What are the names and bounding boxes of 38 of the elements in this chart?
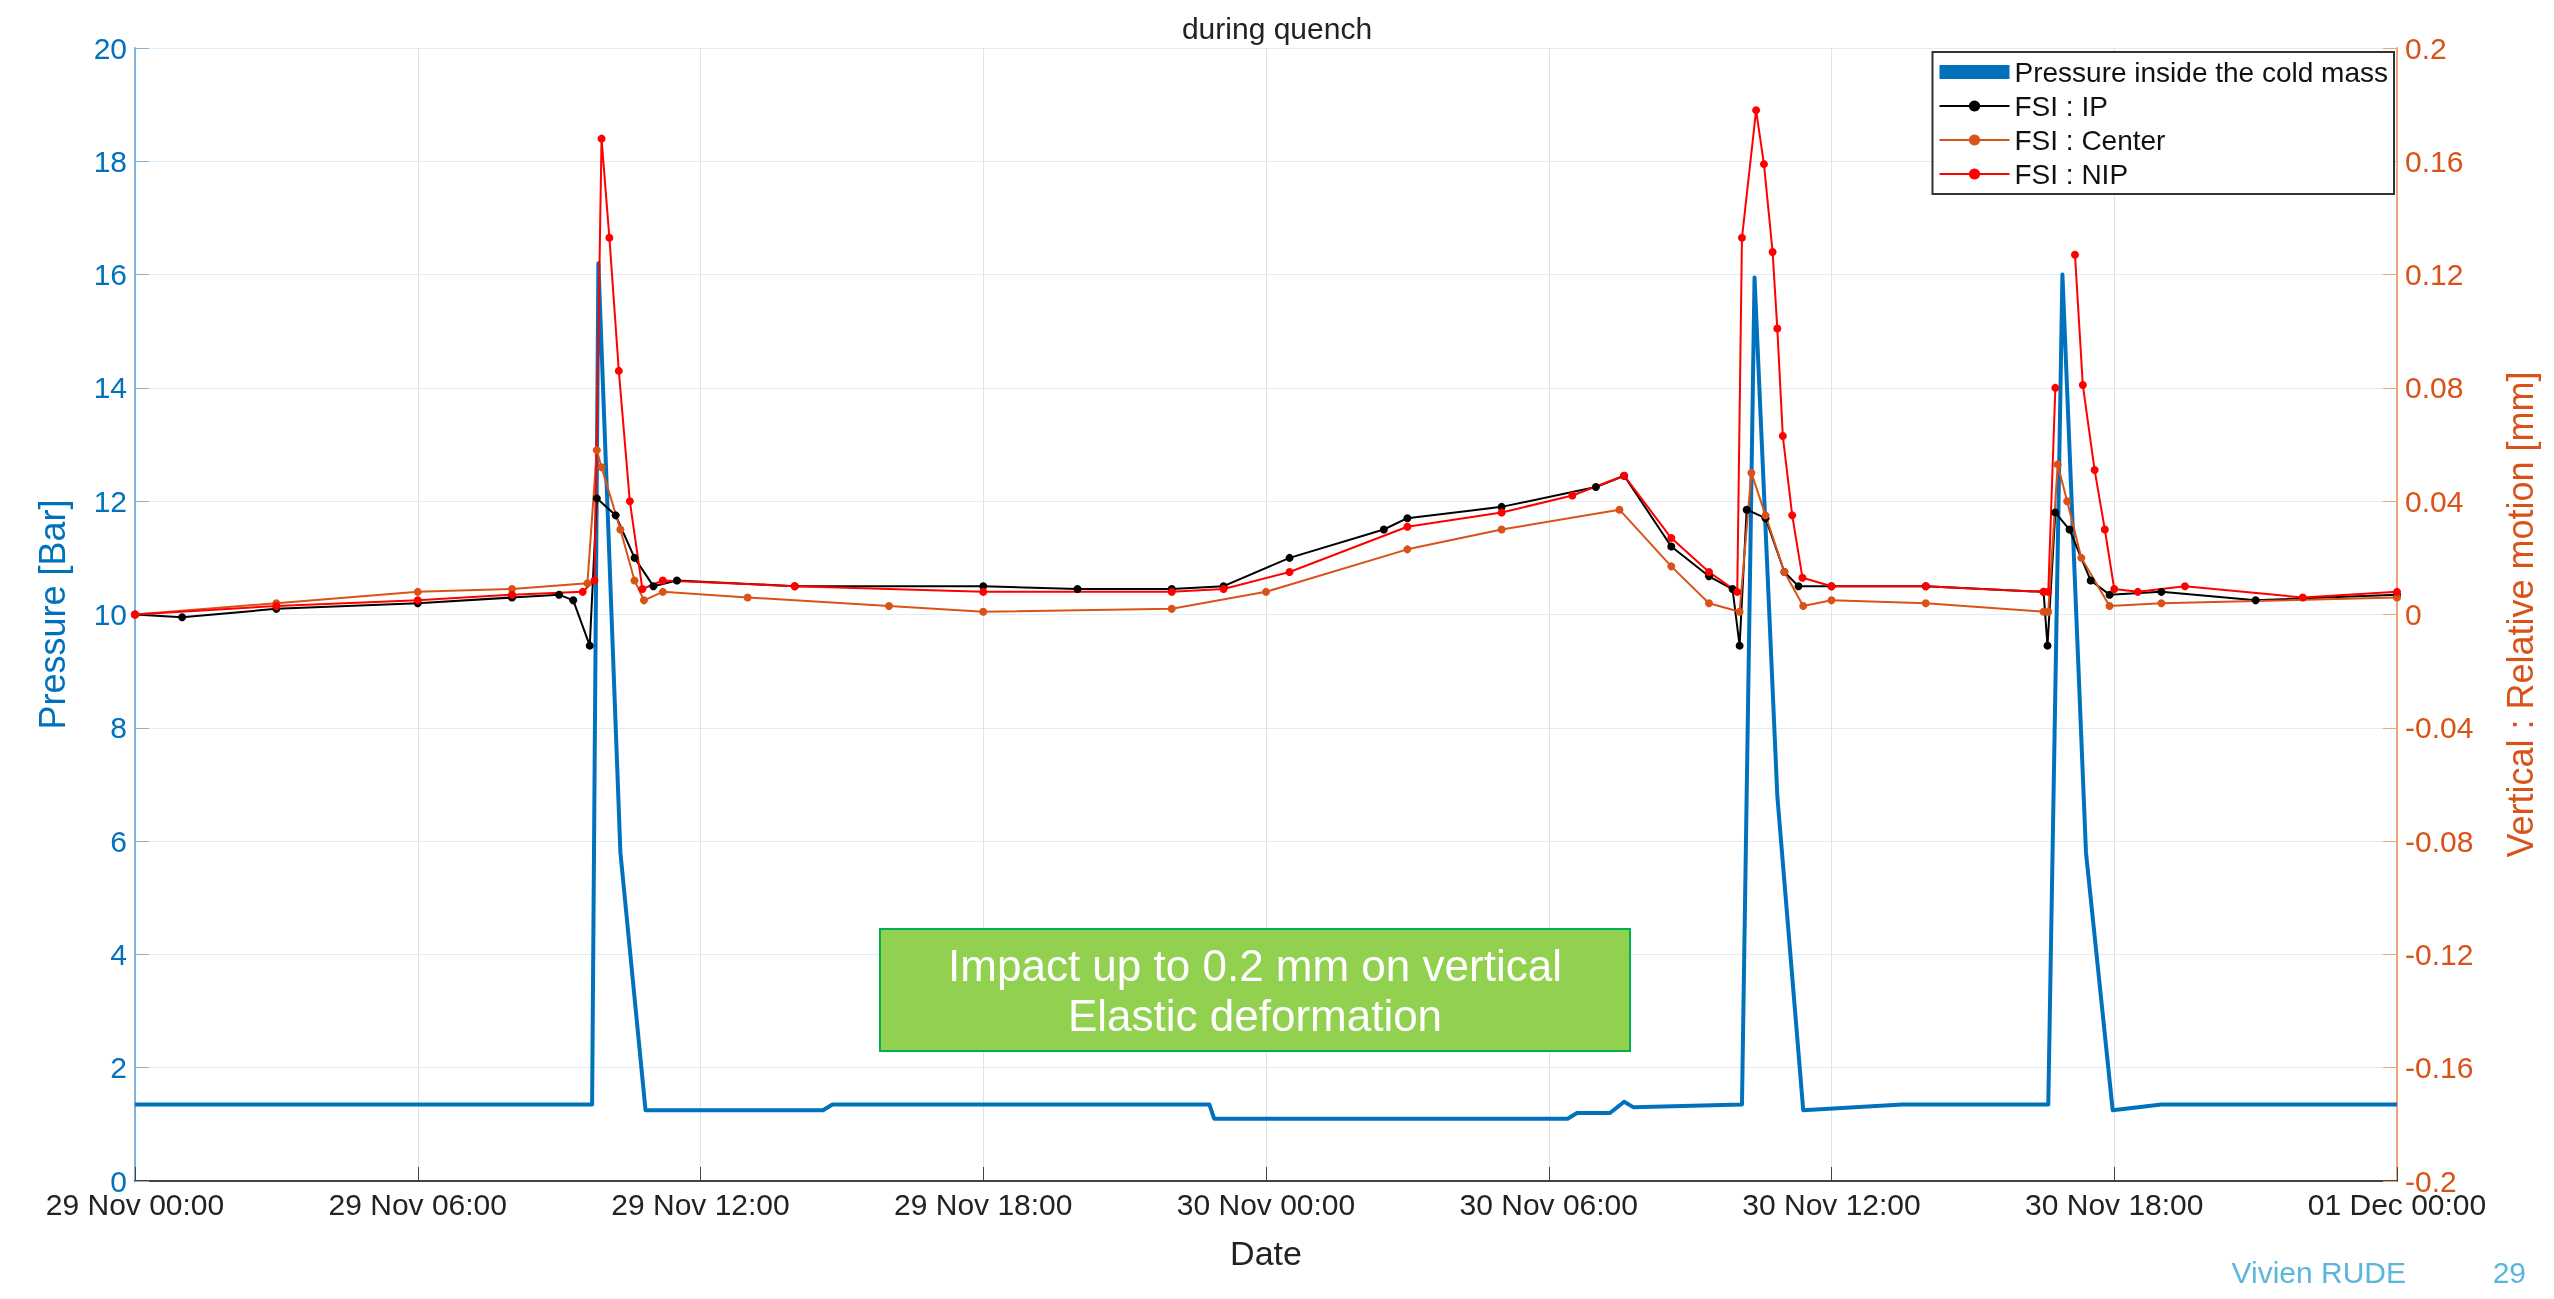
x-tick-label: 30 Nov 06:00 (1459, 1187, 1638, 1221)
y2-tick-label: -0.04 (2405, 711, 2474, 745)
y-tick-label: 2 (110, 1051, 127, 1085)
y-tick-label: 16 (93, 258, 127, 292)
text: Vivien RUDE (2231, 1255, 2407, 1289)
y-tick-label: 20 (93, 31, 127, 65)
y2-tick-label: 0.2 (2405, 31, 2447, 65)
x-tick-label: 29 Nov 06:00 (328, 1187, 507, 1221)
legend-label: FSI : NIP (2014, 158, 2129, 190)
y-tick-label: 12 (93, 484, 127, 518)
y-tick-label: 14 (93, 371, 127, 405)
y2-tick-label: 0 (2405, 598, 2422, 631)
y2-tick-label: 0.16 (2405, 144, 2464, 178)
chart-title: during quench (1181, 11, 1373, 45)
y-tick-label: 4 (110, 937, 127, 971)
y-tick-label: 18 (93, 144, 127, 178)
y2-tick-label: 0.04 (2405, 484, 2464, 518)
x-tick-label: 30 Nov 12:00 (1742, 1187, 1921, 1221)
text: 29 (2492, 1255, 2527, 1289)
x-tick-label: 30 Nov 00:00 (1176, 1187, 1356, 1221)
x-tick-label: 29 Nov 18:00 (894, 1187, 1073, 1221)
legend-label: FSI : IP (2014, 90, 2108, 122)
y-tick-label: 6 (110, 824, 127, 858)
y2-tick-label: -0.12 (2405, 937, 2474, 971)
x-axis-title: Date (1230, 1234, 1302, 1272)
y-tick-label: 8 (110, 711, 127, 745)
y2-tick-label: -0.08 (2405, 824, 2474, 858)
y-tick-label: 10 (93, 598, 127, 631)
annotation: Impact up to 0.2 mm on vertical Elastic deformation (948, 940, 1562, 1040)
y2-tick-label: -0.16 (2405, 1051, 2474, 1085)
y2-axis-title: Vertical : Relative motion [mm] (2499, 371, 2541, 858)
x-tick-label: 30 Nov 18:00 (2025, 1187, 2204, 1221)
y2-tick-label: 0.12 (2405, 258, 2464, 292)
y2-tick-label: 0.08 (2405, 371, 2464, 405)
y-axis-title: Pressure [Bar] (31, 499, 73, 730)
legend-label: FSI : Center (2014, 124, 2166, 156)
legend-label: Pressure inside the cold mass (2014, 56, 2389, 88)
x-tick-label: 29 Nov 12:00 (611, 1187, 790, 1221)
